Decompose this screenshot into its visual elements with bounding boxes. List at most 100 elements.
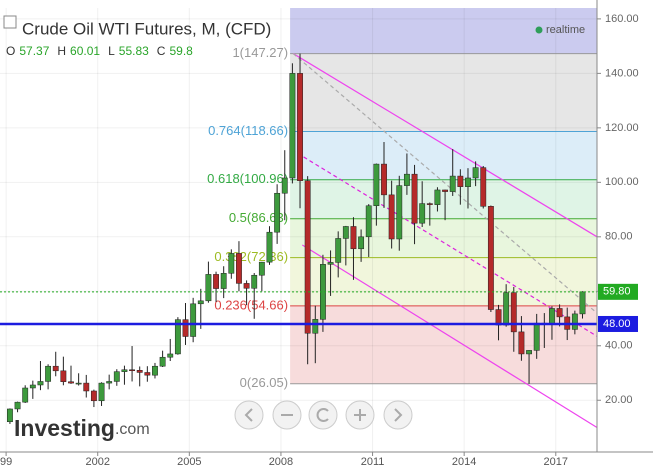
candle-body [129, 369, 135, 371]
fib-label: 0.236(54.66) [214, 297, 288, 312]
y-tick-label: 20.00 [605, 394, 633, 406]
candle-body [236, 253, 242, 284]
candle-body [304, 180, 311, 334]
candle-body [312, 319, 319, 334]
fib-zone [290, 179, 597, 219]
candle-body [281, 177, 288, 194]
scroll-left-button[interactable] [234, 400, 264, 430]
candle-body [251, 274, 258, 289]
candle-body [571, 313, 578, 330]
icon-plus [354, 409, 366, 421]
candle-body [121, 369, 128, 372]
candle-body [68, 381, 74, 384]
ohlc-key: O [6, 44, 15, 58]
y-tick-label: 120.00 [605, 122, 639, 134]
candle-body [533, 322, 540, 351]
trendline [292, 53, 598, 238]
candle-body [258, 261, 265, 276]
candle-body [274, 192, 281, 233]
candle-body [297, 73, 303, 181]
price-tag [598, 315, 638, 332]
x-tick-label: 2002 [85, 456, 109, 468]
ohlc-readout: O 57.37 H 60.01 L 55.83 C 59.8 [6, 44, 193, 58]
y-tick-label: 80.00 [605, 231, 633, 243]
candle-body [549, 308, 555, 324]
candle-body [205, 274, 212, 302]
x-tick-label: 2011 [361, 456, 385, 468]
ohlc-value: 60.01 [70, 44, 100, 58]
y-tick-label: 100.00 [605, 176, 639, 188]
candle-body [22, 387, 29, 403]
candle-body [60, 370, 67, 382]
candle-body [152, 365, 158, 376]
ohlc-key: L [108, 44, 115, 58]
candle-body [426, 203, 433, 205]
chart-title: Crude Oil WTI Futures, M, (CFD) [22, 19, 271, 38]
candle-body [465, 177, 471, 187]
trendline [302, 244, 598, 428]
candle-body [472, 167, 479, 179]
candle-body [106, 381, 113, 384]
candle-body [14, 401, 21, 410]
candle-body [411, 173, 418, 224]
fib-label: 0.764(118.66) [208, 123, 288, 138]
candle-body [243, 283, 250, 289]
x-tick-label: 2008 [269, 456, 293, 468]
candle-body [90, 390, 97, 402]
x-tick-label: 2017 [544, 456, 568, 468]
fib-zone [290, 218, 597, 258]
candle-body [342, 226, 349, 239]
candle-body [365, 205, 372, 238]
ohlc-key: C [157, 44, 166, 58]
trendline [291, 149, 598, 337]
x-tick-label: 99 [0, 456, 12, 468]
x-tick-label: 2014 [452, 456, 476, 468]
price-tag-label: 59.80 [603, 286, 631, 298]
candle-body [45, 365, 52, 382]
symbol-icon[interactable] [3, 15, 17, 29]
candle-body [449, 175, 456, 192]
candle-body [167, 353, 174, 358]
candle-body [182, 319, 189, 337]
candle-body [419, 203, 426, 224]
candle-body [373, 163, 380, 207]
logo: Investing.com [14, 415, 150, 441]
fib-label: 0.382(72.36) [214, 249, 288, 264]
fib-label: 0(26.05) [240, 375, 288, 390]
candle-body [174, 319, 181, 355]
candle-body [52, 365, 59, 372]
icon-reset [316, 408, 329, 422]
fib-zone [290, 131, 597, 180]
logo-main: Investing [14, 415, 115, 441]
candle-body [190, 303, 197, 337]
candle-body [556, 308, 563, 318]
candle-body [396, 185, 403, 240]
candle-body [457, 175, 464, 187]
price-tag-label: 48.00 [603, 318, 631, 330]
fib-label: 1(147.27) [232, 45, 288, 60]
candle-body [213, 274, 219, 289]
x-tick-label: 2005 [177, 456, 201, 468]
candle-body [159, 356, 166, 367]
candle-body [136, 370, 143, 373]
candle-body [350, 226, 357, 250]
candle-body [503, 292, 510, 326]
y-tick-label: 40.00 [605, 340, 633, 352]
candle-body [266, 231, 273, 263]
reset-button[interactable] [308, 400, 338, 430]
fib-zone [290, 257, 597, 306]
candle-body [197, 300, 204, 305]
candle-body [510, 292, 517, 333]
candle-body [29, 384, 36, 389]
candle-body [289, 73, 296, 179]
status-label: realtime [546, 24, 585, 36]
scroll-right-button[interactable] [383, 400, 413, 430]
candle-body [83, 382, 90, 392]
candle-body [37, 381, 44, 386]
trendline [292, 53, 598, 314]
candle-body [98, 382, 105, 402]
candle-body [526, 350, 532, 355]
candle-body [403, 173, 410, 186]
